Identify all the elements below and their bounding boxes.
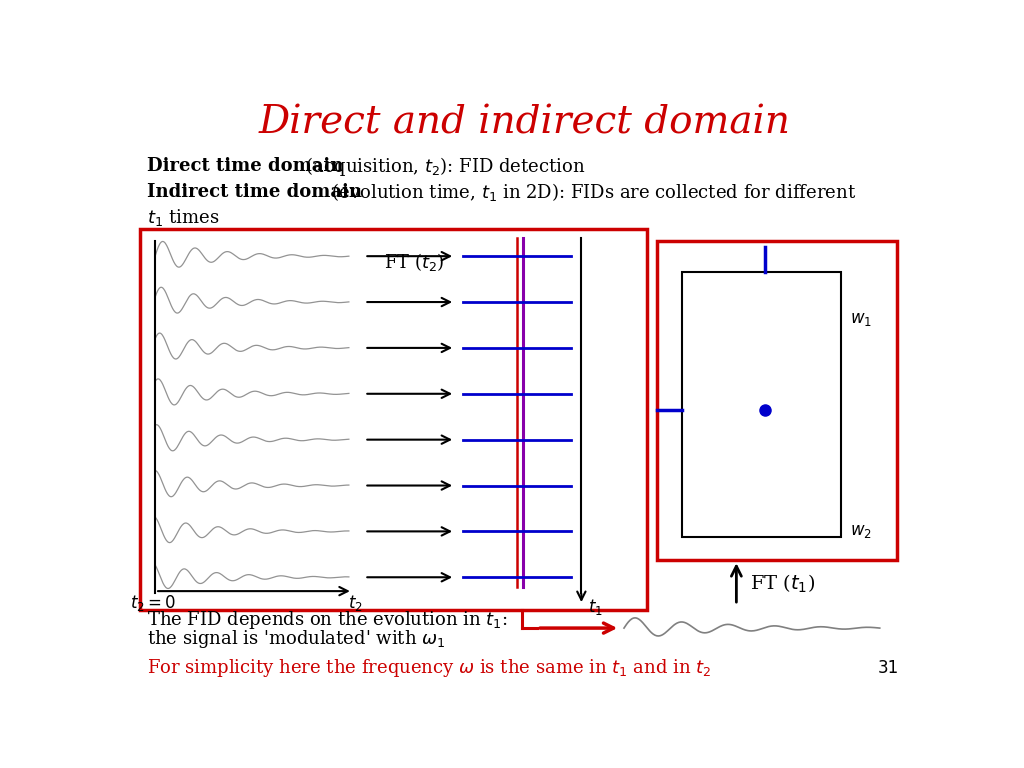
Text: $w_2$: $w_2$	[850, 522, 872, 540]
Text: FT ($t_1$): FT ($t_1$)	[751, 572, 815, 594]
Text: (evolution time, $t_1$ in 2D): FIDs are collected for different: (evolution time, $t_1$ in 2D): FIDs are …	[326, 181, 856, 204]
Text: FT ($t_2$): FT ($t_2$)	[384, 250, 444, 273]
Bar	[682, 272, 841, 538]
Text: Direct and indirect domain: Direct and indirect domain	[259, 104, 791, 141]
Text: Indirect time domain: Indirect time domain	[147, 184, 362, 201]
Bar	[139, 229, 647, 611]
Text: Direct time domain: Direct time domain	[147, 157, 344, 175]
Text: For simplicity here the frequency $\omega$ is the same in $t_1$ and in $t_2$: For simplicity here the frequency $\omeg…	[147, 657, 712, 679]
Text: $t_2$: $t_2$	[348, 593, 362, 613]
Text: $t_1$ times: $t_1$ times	[147, 207, 219, 228]
Text: 31: 31	[878, 659, 899, 677]
Text: $w_1$: $w_1$	[850, 311, 872, 328]
Bar	[656, 241, 897, 561]
Text: the signal is 'modulated' with $\omega_1$: the signal is 'modulated' with $\omega_1…	[147, 628, 445, 650]
Text: The FID depends on the evolution in $t_1$:: The FID depends on the evolution in $t_1…	[147, 609, 508, 631]
Text: (acquisition, $t_2$): FID detection: (acquisition, $t_2$): FID detection	[300, 154, 586, 177]
Text: $t_2=0$: $t_2=0$	[130, 593, 177, 613]
Text: $t_1$: $t_1$	[588, 597, 602, 617]
